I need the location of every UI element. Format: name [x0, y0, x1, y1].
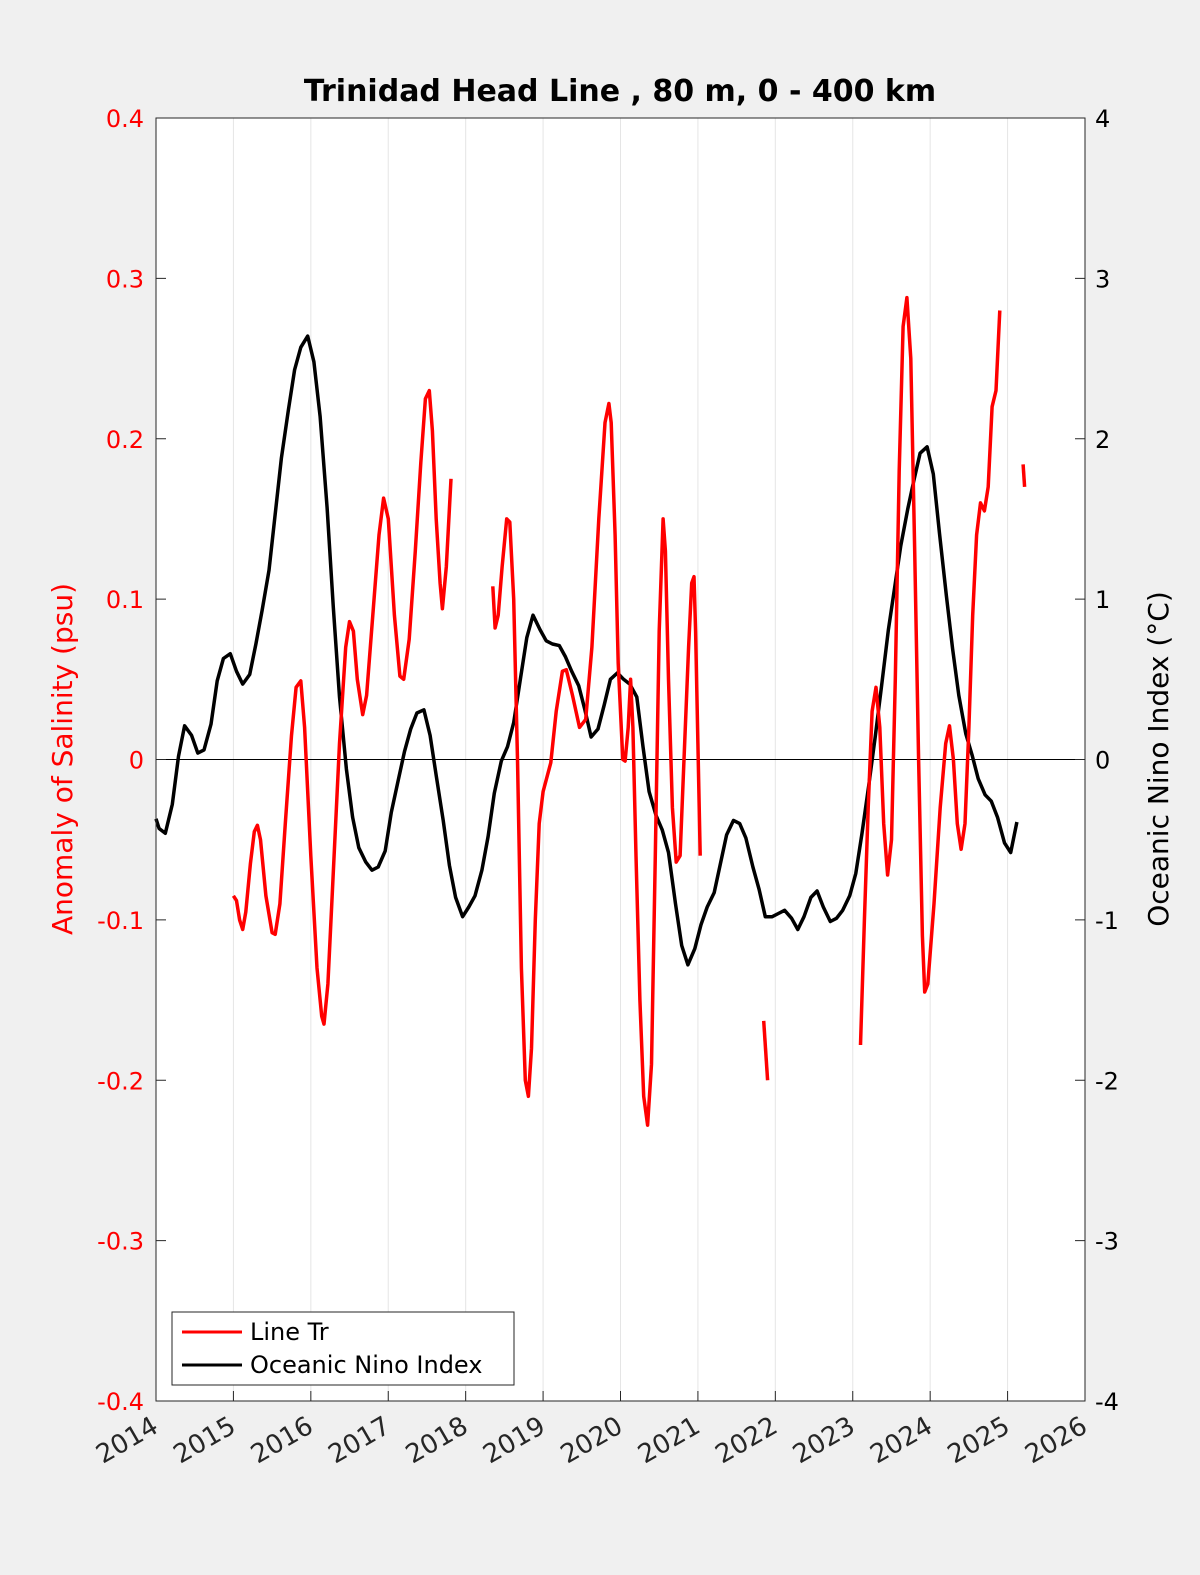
y-left-tick-label: 0.1 — [106, 586, 144, 614]
series-line-line-tr-segment-2 — [761, 1020, 770, 1081]
x-tick-label: 2017 — [323, 1411, 395, 1470]
y-axis-label-right: Oceanic Nino Index (°C) — [1142, 591, 1175, 927]
y-left-tick-label: -0.1 — [97, 907, 144, 935]
series-line-line-tr-segment-4 — [1021, 464, 1027, 488]
x-tick-label: 2026 — [1020, 1411, 1092, 1470]
y-right-tick-label: 3 — [1095, 265, 1110, 293]
y-axis-label-left: Anomaly of Salinity (psu) — [46, 583, 79, 935]
y-left-tick-label: -0.2 — [97, 1067, 144, 1095]
x-tick-label: 2023 — [788, 1411, 860, 1470]
series-line-line-tr-segment-3 — [858, 295, 1002, 1046]
y-right-tick-label: 1 — [1095, 586, 1110, 614]
x-tick-label: 2015 — [169, 1411, 241, 1470]
x-tick-label: 2021 — [633, 1411, 705, 1470]
y-right-tick-label: 2 — [1095, 426, 1110, 454]
y-left-tick-label: 0.2 — [106, 426, 144, 454]
legend-label-line-tr: Line Tr — [250, 1318, 329, 1346]
y-right-tick-label: -3 — [1095, 1228, 1119, 1256]
y-right-tick-label: -1 — [1095, 907, 1119, 935]
y-left-tick-label: 0.4 — [106, 105, 144, 133]
legend-label-oni: Oceanic Nino Index — [250, 1351, 482, 1379]
y-right-tick-label: 0 — [1095, 747, 1110, 775]
y-right-tick-label: -2 — [1095, 1067, 1119, 1095]
x-tick-label: 2024 — [865, 1411, 937, 1470]
y-left-tick-label: -0.3 — [97, 1228, 144, 1256]
y-right-tick-label: 4 — [1095, 105, 1110, 133]
x-tick-label: 2022 — [711, 1411, 783, 1470]
series-layer — [154, 295, 1027, 1127]
legend-box — [171, 1311, 515, 1386]
x-tick-label: 2019 — [478, 1411, 550, 1470]
series-line-line-tr-segment-1 — [491, 401, 702, 1127]
x-tick-label: 2014 — [91, 1411, 163, 1470]
x-tick-label: 2018 — [401, 1411, 473, 1470]
chart-title: Trinidad Head Line , 80 m, 0 - 400 km — [304, 74, 936, 109]
x-tick-label: 2016 — [246, 1411, 318, 1470]
y-left-tick-label: 0.3 — [106, 265, 144, 293]
x-tick-label: 2025 — [943, 1411, 1015, 1470]
x-tick-label: 2020 — [556, 1411, 628, 1470]
y-right-tick-label: -4 — [1095, 1388, 1119, 1416]
series-line-line-tr-segment-0 — [231, 388, 453, 1026]
legend: Line Tr Oceanic Nino Index — [171, 1311, 515, 1386]
y-left-tick-label: -0.4 — [97, 1388, 144, 1416]
y-left-tick-label: 0 — [129, 747, 144, 775]
